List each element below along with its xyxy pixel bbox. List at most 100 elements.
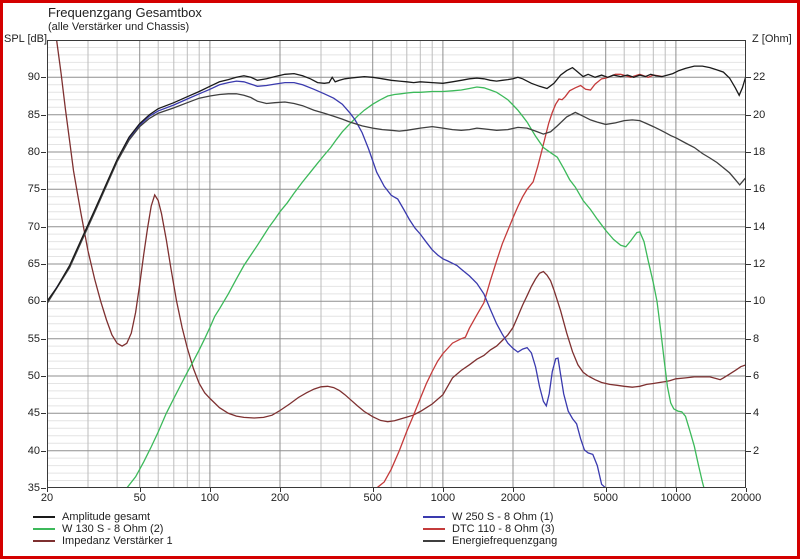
x-tick-label: 10000 xyxy=(660,492,692,504)
y-right-tick-label: 10 xyxy=(753,295,766,308)
x-tick-mark xyxy=(280,488,281,492)
y-left-tick-label: 85 xyxy=(27,108,40,121)
y-left-tick-label: 40 xyxy=(27,444,40,457)
y-left-tick-mark xyxy=(41,114,46,116)
x-tick-mark xyxy=(372,488,374,492)
series-dtc xyxy=(117,73,664,488)
y-right-tick-mark xyxy=(746,77,751,79)
page-subtitle: (alle Verstärker und Chassis) xyxy=(48,21,190,33)
x-tick-mark xyxy=(209,488,211,492)
legend-marker-dtc xyxy=(423,528,445,530)
y-left-tick-mark xyxy=(41,338,46,340)
page-title: Frequenzgang Gesamtbox xyxy=(48,5,202,20)
y-right-tick-label: 4 xyxy=(753,407,760,420)
x-tick-label: 2000 xyxy=(500,492,526,504)
legend-marker-energie xyxy=(423,540,445,542)
legend-item-w250: W 250 S - 8 Ohm (1) xyxy=(423,511,557,523)
y-right-tick-mark xyxy=(746,413,751,415)
x-tick-mark xyxy=(746,488,747,492)
y-left-tick-label: 45 xyxy=(27,407,40,420)
y-right-tick-label: 12 xyxy=(753,258,766,270)
x-tick-label: 100 xyxy=(200,492,220,504)
y-left-tick-mark xyxy=(41,376,46,377)
legend-marker-impedanz xyxy=(33,540,55,542)
y-left-tick-label: 65 xyxy=(27,258,40,270)
y-right-tick-mark xyxy=(746,152,751,153)
y-right-tick-label: 8 xyxy=(753,332,760,345)
y-left-tick-label: 60 xyxy=(27,295,40,308)
y-right-tick-label: 6 xyxy=(753,370,760,382)
legend-marker-w130 xyxy=(33,528,55,530)
y-right-tick-mark xyxy=(746,264,751,265)
y-right-tick-mark xyxy=(746,114,751,116)
y-right-tick-mark xyxy=(746,301,751,303)
x-tick-label: 20000 xyxy=(730,492,762,504)
legend-label-impedanz: Impedanz Verstärker 1 xyxy=(62,535,173,547)
y-right-tick-mark xyxy=(746,450,751,452)
plot-frame xyxy=(47,40,746,488)
x-tick-label: 200 xyxy=(270,492,290,504)
legend-item-energie: Energiefrequenzgang xyxy=(423,535,557,547)
legend-item-amplitude: Amplitude gesamt xyxy=(33,511,173,523)
y-right-tick-label: 14 xyxy=(753,220,766,233)
y-left-tick-mark xyxy=(41,488,46,489)
y-left-tick-label: 90 xyxy=(27,71,40,84)
x-tick-label: 500 xyxy=(363,492,382,504)
series-w130 xyxy=(47,86,705,488)
y-left-tick-mark xyxy=(41,226,46,228)
legend-marker-w250 xyxy=(423,516,445,518)
x-tick-mark xyxy=(139,488,141,492)
x-tick-mark xyxy=(47,488,48,492)
y-left-tick-mark xyxy=(41,450,46,452)
legend-item-w130: W 130 S - 8 Ohm (2) xyxy=(33,523,173,535)
y-left-tick-mark xyxy=(41,264,46,265)
y-right-tick-label: 20 xyxy=(753,108,766,121)
x-tick-mark xyxy=(513,488,514,492)
y-left-tick-mark xyxy=(41,189,46,191)
legend-label-dtc: DTC 110 - 8 Ohm (3) xyxy=(452,523,555,535)
legend-label-amplitude: Amplitude gesamt xyxy=(62,511,151,523)
y-axis-right-label: Z [Ohm] xyxy=(752,33,792,45)
legend-item-impedanz: Impedanz Verstärker 1 xyxy=(33,535,173,547)
y-left-tick-mark xyxy=(41,77,46,79)
y-left-tick-label: 35 xyxy=(27,482,40,494)
y-left-tick-mark xyxy=(41,152,46,153)
legend-marker-amplitude xyxy=(33,516,55,518)
y-left-tick-mark xyxy=(41,413,46,415)
y-left-tick-label: 50 xyxy=(27,370,40,382)
y-right-tick-mark xyxy=(746,376,751,377)
y-axis-left-label: SPL [dB] xyxy=(4,33,48,45)
legend-column-left: Amplitude gesamt W 130 S - 8 Ohm (2) Imped… xyxy=(33,511,173,547)
chart-plot-area xyxy=(47,40,746,488)
y-left-tick-label: 70 xyxy=(27,220,40,233)
y-right-tick-mark xyxy=(746,226,751,228)
series-amplitude xyxy=(47,65,746,302)
x-tick-mark xyxy=(442,488,444,492)
series-energie xyxy=(47,93,746,304)
series-impedanz xyxy=(55,40,746,423)
x-tick-label: 5000 xyxy=(593,492,618,504)
y-right-tick-mark xyxy=(746,189,751,191)
y-right-tick-label: 18 xyxy=(753,146,766,158)
y-left-tick-mark xyxy=(41,301,46,303)
series-w250 xyxy=(47,80,746,488)
chart-canvas xyxy=(47,40,746,488)
legend-label-w250: W 250 S - 8 Ohm (1) xyxy=(452,511,554,523)
y-left-tick-label: 55 xyxy=(27,332,40,345)
legend-column-right: W 250 S - 8 Ohm (1) DTC 110 - 8 Ohm (3) En… xyxy=(423,511,557,547)
y-right-tick-mark xyxy=(746,338,751,340)
legend-label-w130: W 130 S - 8 Ohm (2) xyxy=(62,523,164,535)
x-tick-mark xyxy=(605,488,607,492)
y-right-tick-label: 22 xyxy=(753,71,766,84)
x-tick-label: 50 xyxy=(133,492,146,504)
legend-label-energie: Energiefrequenzgang xyxy=(452,535,558,547)
y-left-tick-label: 75 xyxy=(27,183,40,196)
legend-item-dtc: DTC 110 - 8 Ohm (3) xyxy=(423,523,557,535)
x-tick-label: 20 xyxy=(40,492,54,504)
x-tick-mark xyxy=(675,488,677,492)
y-right-tick-label: 16 xyxy=(753,183,766,196)
x-tick-label: 1000 xyxy=(430,492,456,504)
y-right-tick-label: 2 xyxy=(753,444,760,457)
y-left-tick-label: 80 xyxy=(27,146,40,158)
